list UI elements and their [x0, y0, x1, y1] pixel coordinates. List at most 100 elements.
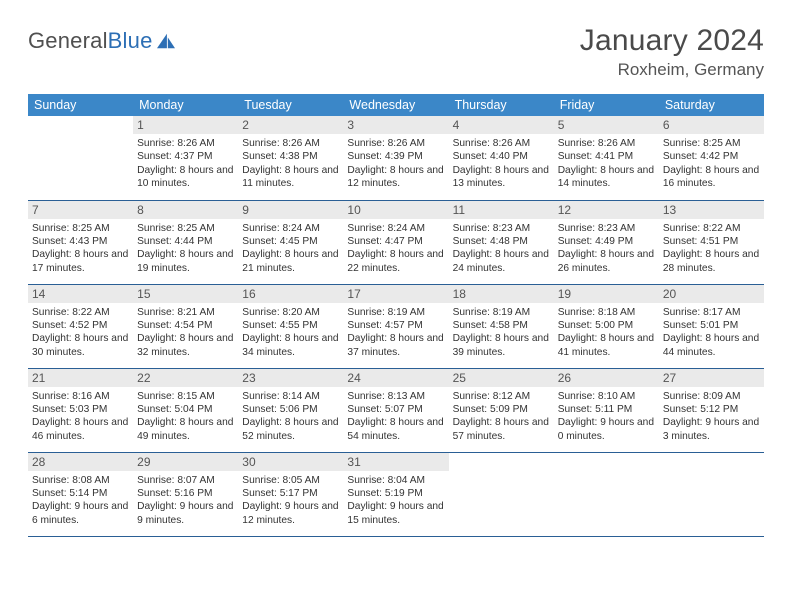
- sunset-value: 5:01 PM: [700, 320, 738, 331]
- day-number: 27: [659, 369, 764, 387]
- sunrise-label: Sunrise:: [242, 475, 279, 486]
- brand-logo: GeneralBlue: [28, 24, 177, 54]
- sunset-value: 5:06 PM: [280, 404, 318, 415]
- calendar-week: 14Sunrise: 8:22 AMSunset: 4:52 PMDayligh…: [28, 284, 764, 368]
- brand-word1: General: [28, 28, 108, 53]
- calendar-header-row: Sunday Monday Tuesday Wednesday Thursday…: [28, 94, 764, 116]
- sunrise-label: Sunrise:: [558, 307, 595, 318]
- calendar-cell: 29Sunrise: 8:07 AMSunset: 5:16 PMDayligh…: [133, 452, 238, 536]
- day-info: Sunrise: 8:08 AMSunset: 5:14 PMDaylight:…: [32, 474, 129, 528]
- day-number: 8: [133, 201, 238, 219]
- day-number: 24: [343, 369, 448, 387]
- sunrise-label: Sunrise:: [347, 475, 384, 486]
- daylight-label: Daylight:: [453, 333, 493, 344]
- col-sunday: Sunday: [28, 94, 133, 116]
- day-number: 20: [659, 285, 764, 303]
- day-number: 4: [449, 116, 554, 134]
- day-number: 10: [343, 201, 448, 219]
- sunrise-label: Sunrise:: [453, 307, 490, 318]
- day-info: Sunrise: 8:23 AMSunset: 4:49 PMDaylight:…: [558, 222, 655, 276]
- daylight-label: Daylight:: [347, 165, 387, 176]
- day-info: Sunrise: 8:26 AMSunset: 4:41 PMDaylight:…: [558, 137, 655, 191]
- sunset-label: Sunset:: [663, 236, 698, 247]
- day-info: Sunrise: 8:24 AMSunset: 4:45 PMDaylight:…: [242, 222, 339, 276]
- daylight-label: Daylight:: [558, 165, 598, 176]
- calendar-cell: 16Sunrise: 8:20 AMSunset: 4:55 PMDayligh…: [238, 284, 343, 368]
- daylight-label: Daylight:: [347, 249, 387, 260]
- sunrise-value: 8:21 AM: [177, 307, 214, 318]
- sunset-value: 5:04 PM: [175, 404, 213, 415]
- sunrise-label: Sunrise:: [453, 138, 490, 149]
- day-info: Sunrise: 8:26 AMSunset: 4:37 PMDaylight:…: [137, 137, 234, 191]
- sunrise-label: Sunrise:: [137, 307, 174, 318]
- sunrise-label: Sunrise:: [242, 223, 279, 234]
- sunrise-label: Sunrise:: [242, 138, 279, 149]
- calendar-cell: 6Sunrise: 8:25 AMSunset: 4:42 PMDaylight…: [659, 116, 764, 200]
- col-thursday: Thursday: [449, 94, 554, 116]
- daylight-label: Daylight:: [32, 333, 72, 344]
- brand-name: GeneralBlue: [28, 28, 153, 54]
- sail-icon: [155, 32, 177, 50]
- day-info: Sunrise: 8:21 AMSunset: 4:54 PMDaylight:…: [137, 306, 234, 360]
- sunrise-value: 8:14 AM: [283, 391, 320, 402]
- sunrise-label: Sunrise:: [347, 223, 384, 234]
- sunset-label: Sunset:: [453, 236, 488, 247]
- page-header: GeneralBlue January 2024 Roxheim, German…: [28, 24, 764, 80]
- sunset-value: 4:54 PM: [175, 320, 213, 331]
- calendar-body: .1Sunrise: 8:26 AMSunset: 4:37 PMDayligh…: [28, 116, 764, 536]
- sunset-label: Sunset:: [137, 236, 172, 247]
- day-info: Sunrise: 8:23 AMSunset: 4:48 PMDaylight:…: [453, 222, 550, 276]
- calendar-cell: 18Sunrise: 8:19 AMSunset: 4:58 PMDayligh…: [449, 284, 554, 368]
- sunset-label: Sunset:: [558, 151, 593, 162]
- sunset-value: 5:19 PM: [385, 488, 423, 499]
- daylight-label: Daylight:: [453, 165, 493, 176]
- calendar-cell: 2Sunrise: 8:26 AMSunset: 4:38 PMDaylight…: [238, 116, 343, 200]
- sunset-value: 5:09 PM: [490, 404, 528, 415]
- sunrise-label: Sunrise:: [453, 223, 490, 234]
- location-label: Roxheim, Germany: [580, 60, 764, 80]
- daylight-label: Daylight:: [242, 501, 282, 512]
- sunset-value: 5:17 PM: [280, 488, 318, 499]
- day-number: 7: [28, 201, 133, 219]
- day-info: Sunrise: 8:18 AMSunset: 5:00 PMDaylight:…: [558, 306, 655, 360]
- sunset-label: Sunset:: [347, 151, 382, 162]
- day-number: 1: [133, 116, 238, 134]
- sunrise-value: 8:16 AM: [72, 391, 109, 402]
- sunrise-label: Sunrise:: [347, 307, 384, 318]
- sunrise-value: 8:09 AM: [703, 391, 740, 402]
- daylight-label: Daylight:: [347, 333, 387, 344]
- sunrise-value: 8:24 AM: [283, 223, 320, 234]
- sunset-label: Sunset:: [453, 151, 488, 162]
- day-info: Sunrise: 8:13 AMSunset: 5:07 PMDaylight:…: [347, 390, 444, 444]
- day-number: 15: [133, 285, 238, 303]
- calendar-cell: 8 Sunrise: 8:25 AMSunset: 4:44 PMDaylight…: [133, 200, 238, 284]
- sunset-value: 5:14 PM: [69, 488, 107, 499]
- sunset-value: 4:40 PM: [490, 151, 528, 162]
- day-info: Sunrise: 8:25 AMSunset: 4:44 PMDaylight:…: [137, 222, 234, 276]
- sunset-label: Sunset:: [32, 488, 67, 499]
- sunrise-value: 8:23 AM: [598, 223, 635, 234]
- sunrise-value: 8:08 AM: [72, 475, 109, 486]
- sunset-value: 5:00 PM: [595, 320, 633, 331]
- daylight-label: Daylight:: [137, 165, 177, 176]
- sunset-label: Sunset:: [32, 236, 67, 247]
- daylight-label: Daylight:: [347, 417, 387, 428]
- day-number: 18: [449, 285, 554, 303]
- sunset-value: 4:43 PM: [69, 236, 107, 247]
- sunrise-value: 8:26 AM: [283, 138, 320, 149]
- daylight-label: Daylight:: [558, 249, 598, 260]
- day-info: Sunrise: 8:25 AMSunset: 4:42 PMDaylight:…: [663, 137, 760, 191]
- sunrise-label: Sunrise:: [137, 223, 174, 234]
- day-number: 22: [133, 369, 238, 387]
- day-number: 9: [238, 201, 343, 219]
- calendar-week: .1Sunrise: 8:26 AMSunset: 4:37 PMDayligh…: [28, 116, 764, 200]
- calendar-cell: 13Sunrise: 8:22 AMSunset: 4:51 PMDayligh…: [659, 200, 764, 284]
- sunrise-value: 8:23 AM: [493, 223, 530, 234]
- calendar-cell: 25Sunrise: 8:12 AMSunset: 5:09 PMDayligh…: [449, 368, 554, 452]
- sunrise-value: 8:13 AM: [388, 391, 425, 402]
- daylight-label: Daylight:: [558, 417, 598, 428]
- sunset-label: Sunset:: [558, 236, 593, 247]
- sunset-label: Sunset:: [663, 320, 698, 331]
- sunrise-label: Sunrise:: [453, 391, 490, 402]
- calendar-cell: 15 Sunrise: 8:21 AMSunset: 4:54 PMDayligh…: [133, 284, 238, 368]
